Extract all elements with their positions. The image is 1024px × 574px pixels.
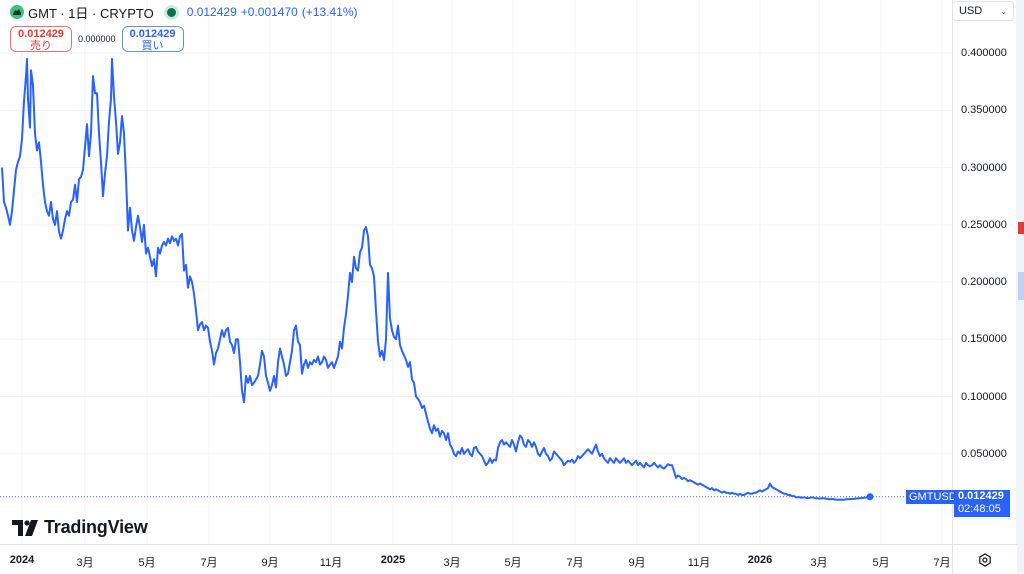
- brand-name: TradingView: [44, 517, 148, 537]
- price-line: [1, 57, 871, 501]
- time-axis-label: 7月: [566, 557, 584, 569]
- buy-button[interactable]: 0.012429 買い: [121, 26, 184, 52]
- price-axis-label: 0.200000: [961, 276, 1007, 289]
- tradingview-logo[interactable]: TradingView: [12, 517, 148, 538]
- price-axis-label: 0.250000: [961, 218, 1007, 231]
- price-change: +0.001470: [240, 5, 298, 19]
- market-open-dot-icon: [163, 4, 179, 20]
- price-axis-label: 0.050000: [961, 447, 1007, 460]
- sell-marker: [1018, 222, 1024, 234]
- last-price-tag: 0.012429 02:48:05: [954, 490, 1010, 517]
- time-axis-label: 2025: [380, 554, 406, 566]
- last-price: 0.012429: [186, 5, 237, 19]
- time-axis-label: 7月: [200, 557, 218, 569]
- time-axis-label: 5月: [872, 557, 890, 569]
- time-axis-label: 2026: [747, 554, 773, 566]
- price-line-chart: [0, 0, 952, 544]
- sell-label: 売り: [30, 40, 52, 52]
- buy-marker: [1018, 272, 1024, 300]
- axis-settings-button[interactable]: [952, 544, 1017, 574]
- gmt-stepn-shoe-icon[interactable]: [10, 5, 24, 19]
- price-axis-label: 0.300000: [961, 161, 1007, 174]
- time-axis-label: 11月: [319, 557, 343, 569]
- chart-plot-area[interactable]: [0, 0, 952, 544]
- time-axis-label: 2024: [9, 554, 35, 566]
- trade-panel: 0.012429 売り 0.000000 0.012429 買い: [10, 26, 184, 52]
- chart-legend: GMT · 1日 · CRYPTO 0.012429 +0.001470 (+1…: [10, 3, 362, 21]
- symbol-tag-label: GMTUSD: [909, 491, 957, 503]
- chevron-down-icon: ⌄: [1000, 6, 1007, 16]
- time-axis-label: 3月: [76, 557, 94, 569]
- price-axis[interactable]: 0.400000 0.350000 0.300000 0.250000 0.200000…: [952, 0, 1017, 544]
- price-axis-label: 0.100000: [961, 390, 1007, 403]
- time-axis-label: 7月: [933, 557, 951, 569]
- tradingview-logo-icon: [12, 519, 38, 536]
- time-axis-label: 5月: [504, 557, 522, 569]
- price-change-pct: (+13.41%): [301, 5, 358, 19]
- buy-price: 0.012429: [129, 28, 176, 40]
- sell-button[interactable]: 0.012429 売り: [10, 26, 72, 52]
- sell-price: 0.012429: [18, 28, 64, 40]
- time-axis-label: 11月: [687, 557, 711, 569]
- price-axis-label: 0.400000: [961, 47, 1007, 60]
- symbol-title[interactable]: GMT · 1日 · CRYPTO: [28, 5, 154, 21]
- buy-label: 買い: [141, 40, 164, 52]
- price-axis-label: 0.150000: [961, 333, 1007, 346]
- last-price-tag-value: 0.012429: [958, 490, 1004, 502]
- last-price-dot: [866, 493, 874, 501]
- bar-countdown: 02:48:05: [958, 503, 1001, 515]
- grid-lines: [0, 0, 952, 544]
- gear-icon: [979, 552, 991, 567]
- time-axis-label: 3月: [443, 557, 461, 569]
- spread-value: 0.000000: [78, 34, 116, 44]
- time-axis-label: 5月: [138, 557, 156, 569]
- symbol-tag: GMTUSD: [906, 490, 960, 504]
- currency-value: USD: [959, 5, 983, 17]
- currency-select[interactable]: USD ⌄: [952, 1, 1014, 21]
- time-axis-label: 9月: [628, 557, 646, 569]
- time-axis[interactable]: 2024 3月 5月 7月 9月 11月 2025 3月 5月 7月 9月 11月 2026 3月 5月 7月: [0, 544, 952, 574]
- time-axis-label: 9月: [261, 557, 279, 569]
- price-axis-label: 0.350000: [961, 104, 1007, 117]
- time-axis-label: 3月: [810, 557, 828, 569]
